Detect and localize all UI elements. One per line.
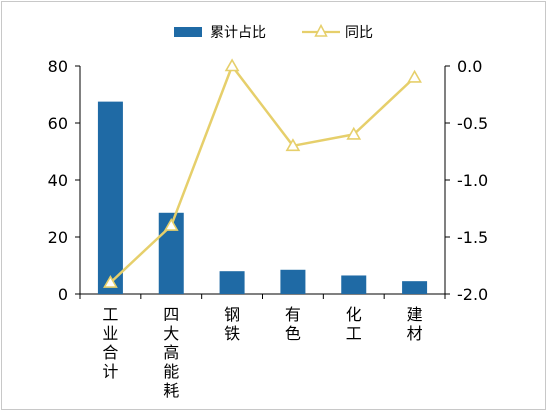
category-label-4: 有色	[285, 305, 301, 343]
category-label-6: 建材	[407, 305, 423, 343]
bar-3	[219, 271, 245, 294]
left-tick-label: 20	[48, 228, 68, 247]
axes: 0 20 40 60 80 0.0 -0.5 -1.0 -1.5 -2.0	[48, 57, 489, 304]
left-tick-label: 60	[48, 114, 68, 133]
left-tick-label: 0	[58, 285, 68, 304]
legend-label-bar: 累计占比	[210, 25, 266, 41]
bar-6	[402, 281, 428, 294]
line-series	[103, 58, 422, 288]
category-label-5: 化工	[346, 305, 362, 343]
left-tick-label: 40	[48, 171, 68, 190]
bar-5	[341, 275, 367, 294]
category-label-2: 四大高能耗	[163, 305, 179, 400]
yoy-point-1	[103, 274, 118, 288]
yoy-point-4	[285, 138, 301, 152]
bar-1	[97, 101, 123, 294]
right-tick-label: -2.0	[457, 285, 488, 304]
legend-label-line: 同比	[345, 25, 373, 41]
category-label-3: 钢铁	[224, 305, 240, 343]
yoy-point-6	[407, 69, 422, 83]
right-tick-label: 0.0	[457, 57, 482, 76]
legend-swatch-bar	[174, 27, 202, 37]
legend-triangle-icon	[314, 23, 328, 37]
yoy-point-5	[346, 126, 362, 140]
chart-frame	[1, 1, 546, 410]
category-label-1: 工业合计	[102, 305, 118, 381]
legend: 累计占比 同比	[174, 23, 373, 41]
left-tick-label: 80	[48, 57, 68, 76]
right-tick-label: -0.5	[457, 114, 488, 133]
right-tick-label: -1.5	[457, 228, 488, 247]
yoy-point-2	[163, 217, 179, 231]
bar-4	[280, 269, 306, 294]
x-axis-labels: 工业合计 四大高能耗 钢铁 有色 化工 建材	[102, 305, 422, 400]
right-tick-label: -1.0	[457, 171, 488, 190]
yoy-line	[109, 64, 416, 284]
yoy-point-3	[224, 58, 240, 72]
